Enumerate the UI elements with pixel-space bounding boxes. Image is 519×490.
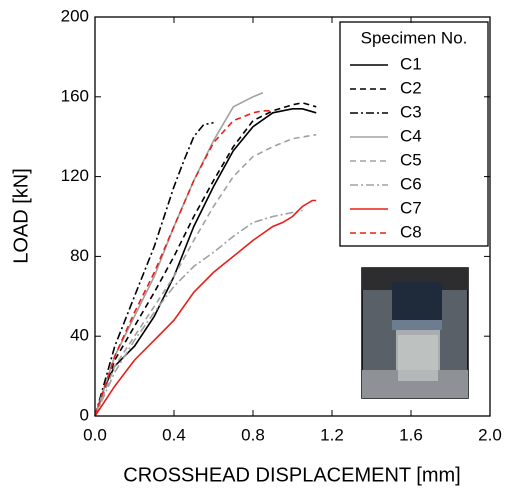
series-line [94, 121, 214, 417]
legend-label: C6 [400, 174, 422, 193]
legend-label: C4 [400, 126, 422, 145]
series-line [94, 110, 273, 417]
x-tick-label: 1.6 [399, 425, 423, 444]
y-axis-label: LOAD [kN] [10, 168, 32, 264]
y-tick-label: 40 [70, 326, 89, 345]
legend-label: C5 [400, 150, 422, 169]
y-tick-label: 0 [80, 405, 89, 424]
x-axis-label: CROSSHEAD DISPLACEMENT [mm] [123, 464, 460, 486]
plot-frame [94, 16, 491, 417]
legend-label: C3 [400, 102, 422, 121]
x-tick-label: 1.2 [320, 425, 344, 444]
x-tick-label: 0.0 [83, 425, 107, 444]
legend-title: Specimen No. [361, 28, 468, 47]
y-tick-label: 120 [61, 166, 89, 185]
x-tick-label: 0.4 [162, 425, 186, 444]
legend-label: C2 [400, 78, 422, 97]
series-line [94, 101, 317, 417]
legend-box [339, 21, 489, 247]
legend-label: C8 [400, 222, 422, 241]
legend-label: C1 [400, 54, 422, 73]
y-tick-label: 200 [61, 6, 89, 25]
series-line [94, 209, 303, 417]
x-tick-label: 0.8 [241, 425, 265, 444]
series-line [94, 133, 317, 417]
x-tick-label: 2.0 [478, 425, 502, 444]
series-line [94, 199, 317, 417]
y-tick-label: 80 [70, 246, 89, 265]
legend-label: C7 [400, 198, 422, 217]
inset-photo [361, 267, 469, 399]
series-line [94, 108, 317, 417]
y-tick-label: 160 [61, 86, 89, 105]
